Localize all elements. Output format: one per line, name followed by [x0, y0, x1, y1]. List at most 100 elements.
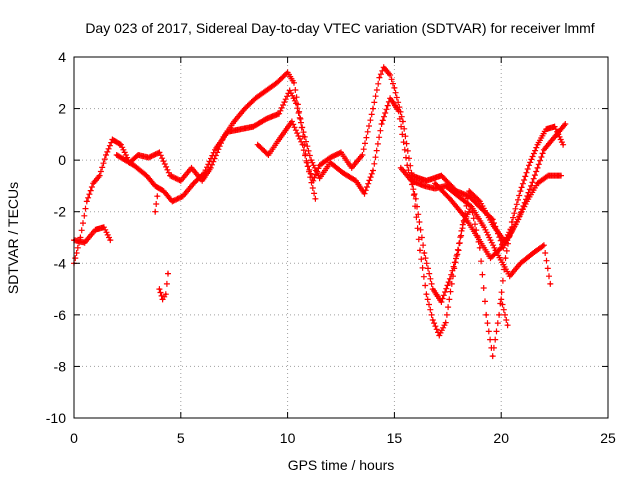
data-point: [314, 197, 317, 201]
series-track-2: [71, 224, 114, 246]
data-point: [102, 225, 106, 229]
series-track-5: [397, 164, 554, 287]
data-point: [156, 195, 159, 198]
data-point: [179, 179, 182, 182]
series-track-7: [432, 180, 515, 262]
data-point: [467, 189, 471, 193]
y-axis-title: SDTVAR / TECUs: [5, 182, 21, 294]
data-point: [418, 249, 422, 252]
data-point: [85, 200, 89, 203]
series-track-6: [408, 172, 564, 251]
data-point: [438, 334, 441, 337]
data-point: [288, 89, 291, 92]
data-point: [115, 153, 118, 157]
data-point: [553, 125, 556, 128]
data-point: [329, 161, 332, 164]
data-point: [132, 164, 136, 167]
data-point: [277, 112, 281, 115]
data-point: [423, 184, 426, 188]
data-point: [318, 164, 321, 167]
data-point: [153, 210, 157, 213]
x-tick-label: 0: [70, 430, 78, 446]
data-point: [542, 148, 546, 152]
data-point: [371, 107, 375, 110]
data-point: [83, 241, 86, 244]
data-point: [414, 197, 417, 201]
data-point: [457, 195, 460, 198]
data-point: [448, 277, 452, 280]
data-point: [158, 287, 161, 291]
data-point: [433, 187, 437, 190]
data-point: [489, 256, 492, 260]
data-point: [153, 184, 157, 188]
data-layer: [71, 64, 569, 360]
data-point: [440, 300, 443, 304]
data-point: [312, 179, 315, 182]
data-point: [109, 238, 112, 242]
data-point: [354, 179, 358, 182]
data-point: [192, 182, 195, 185]
data-point: [555, 133, 558, 136]
data-point: [444, 184, 447, 188]
data-point: [536, 143, 539, 146]
series-track-10: [498, 296, 511, 329]
y-tick-label: -10: [46, 410, 66, 426]
data-point: [286, 71, 289, 74]
data-point: [519, 189, 522, 193]
x-tick-label: 10: [280, 430, 296, 446]
data-point: [478, 246, 482, 250]
data-point: [491, 354, 494, 358]
data-point: [371, 169, 375, 172]
data-point: [500, 298, 503, 301]
data-point: [455, 189, 458, 193]
data-point: [361, 153, 364, 157]
y-tick-label: 0: [58, 152, 66, 168]
data-point: [393, 86, 396, 90]
data-point: [510, 225, 514, 229]
y-tick-label: -2: [54, 204, 67, 220]
data-point: [267, 153, 270, 157]
data-point: [544, 128, 548, 131]
data-point: [564, 122, 567, 126]
series-markers: [156, 270, 171, 303]
x-tick-label: 5: [177, 430, 185, 446]
data-point: [145, 174, 148, 177]
data-point: [549, 282, 552, 286]
chart-title: Day 023 of 2017, Sidereal Day-to-day VTE…: [85, 20, 594, 36]
data-point: [200, 179, 204, 182]
x-axis-title: GPS time / hours: [288, 457, 395, 473]
data-point: [478, 200, 482, 203]
data-point: [168, 174, 172, 177]
series-track-9: [152, 193, 161, 215]
grid-layer: [74, 57, 608, 418]
data-point: [491, 223, 494, 226]
data-point: [203, 171, 206, 175]
data-point: [448, 197, 452, 201]
data-point: [506, 323, 509, 327]
data-point: [147, 156, 150, 159]
data-point: [410, 179, 413, 182]
data-point: [166, 272, 170, 275]
data-point: [243, 107, 247, 110]
data-point: [401, 120, 405, 123]
data-point: [209, 166, 212, 170]
data-point: [277, 138, 281, 141]
plot-frame: [73, 56, 609, 419]
data-point: [504, 256, 507, 260]
data-point: [536, 182, 539, 185]
data-point: [162, 189, 165, 193]
data-point: [467, 195, 471, 198]
data-point: [226, 130, 229, 133]
data-point: [239, 128, 242, 131]
y-tick-label: -6: [54, 307, 67, 323]
data-point: [363, 192, 366, 195]
data-point: [425, 179, 428, 182]
data-point: [463, 215, 467, 219]
x-tick-label: 15: [387, 430, 403, 446]
series-track-4: [254, 118, 319, 202]
data-point: [508, 274, 511, 278]
data-point: [265, 89, 268, 92]
data-point: [294, 102, 298, 105]
series-track-8: [156, 270, 171, 303]
